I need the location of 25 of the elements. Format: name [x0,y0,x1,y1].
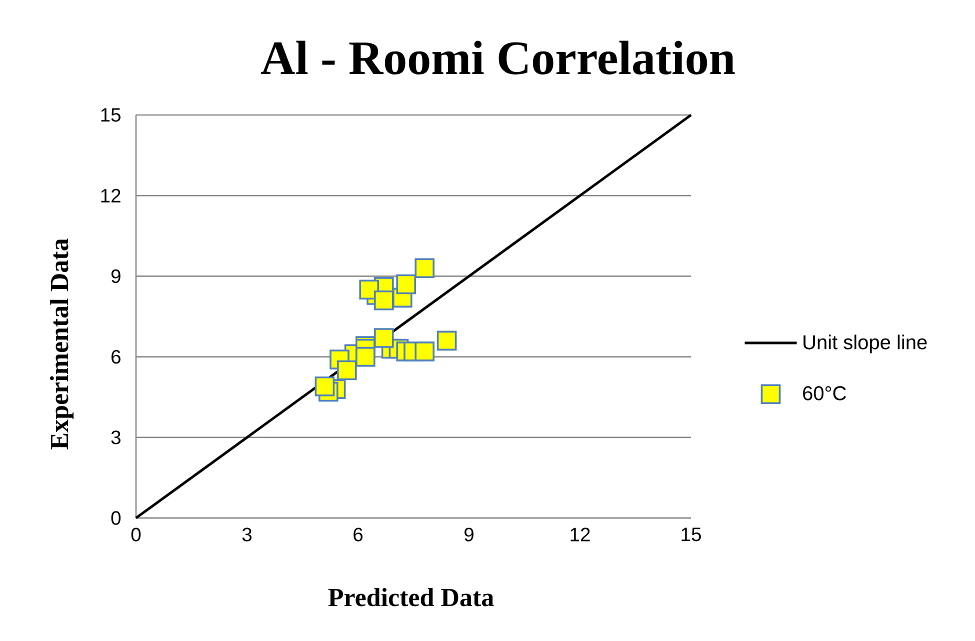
y-tick-label: 6 [112,350,120,364]
x-axis-title: Predicted Data [328,588,494,606]
legend-label: Unit slope line [804,334,927,354]
point [374,328,394,348]
x-tick-label: 9 [464,528,474,542]
x-tick-label: 3 [242,528,252,542]
x-tick-label: 15 [682,528,701,542]
point [356,346,376,367]
y-tick-label: 15 [101,108,120,122]
x-tick-label: 6 [354,528,363,542]
point [337,360,357,380]
point [314,376,335,396]
x-tick-label: 0 [131,528,141,542]
point [414,342,435,362]
y-tick-label: 3 [111,430,120,444]
point [436,330,457,351]
y-tick-label: 12 [101,188,120,202]
legend-label: 60°C [803,386,846,400]
y-axis-title: Experimental Data [50,238,74,450]
point [414,258,435,278]
point [396,274,416,294]
y-tick-label: 9 [111,269,120,284]
x-tick-label: 12 [570,528,590,542]
chart-title: Al - Roomi Correlation [260,40,735,74]
y-tick-label: 0 [111,511,121,525]
